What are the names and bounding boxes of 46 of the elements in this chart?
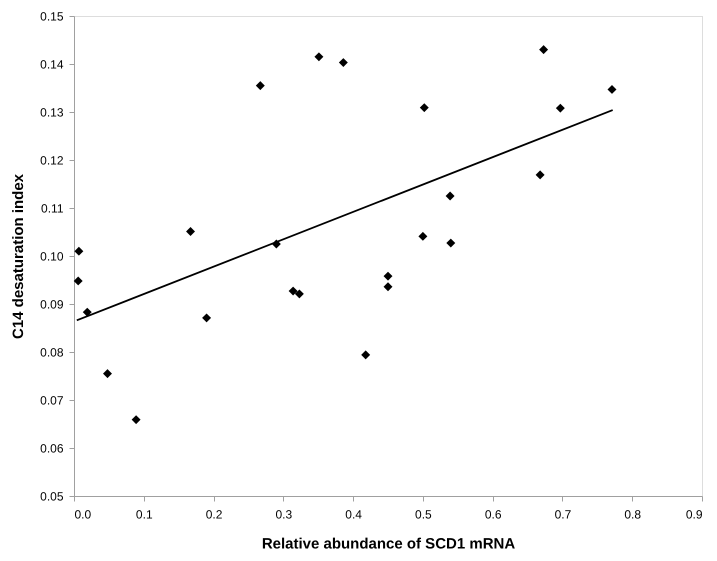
point <box>338 58 348 68</box>
x-tick-label: 0.9 <box>686 508 703 522</box>
x-tick-label: 0.2 <box>206 508 223 522</box>
point <box>539 45 548 54</box>
point <box>202 313 212 322</box>
y-tick-label: 0.10 <box>40 250 64 264</box>
point <box>74 246 84 256</box>
y-tick-label: 0.06 <box>40 442 64 456</box>
x-tick-label: 0.4 <box>345 508 362 522</box>
point <box>608 84 616 94</box>
point <box>446 192 455 200</box>
x-tick-label: 0.0 <box>74 508 92 522</box>
point <box>256 81 265 90</box>
point <box>418 232 428 241</box>
x-tick-label: 0.7 <box>554 508 572 522</box>
point <box>82 308 92 317</box>
y-tick-label: 0.14 <box>40 58 64 72</box>
point <box>536 170 545 180</box>
y-tick-label: 0.09 <box>40 298 64 312</box>
point <box>384 272 392 281</box>
point <box>361 350 370 360</box>
x-axis-title: Relative abundance of SCD1 mRNA <box>262 536 516 552</box>
point <box>186 227 195 236</box>
point <box>314 52 324 62</box>
x-tick-label: 0.6 <box>484 508 502 522</box>
point <box>288 286 298 296</box>
y-tick-label: 0.13 <box>40 106 64 120</box>
y-tick-label: 0.12 <box>40 154 64 168</box>
y-tick-label: 0.07 <box>40 394 64 408</box>
y-axis-title: C14 desaturation index <box>10 173 28 340</box>
point <box>556 104 565 113</box>
x-tick-label: 0.8 <box>624 508 642 522</box>
point <box>420 103 429 112</box>
y-tick-label: 0.11 <box>41 202 64 216</box>
point <box>74 276 83 286</box>
x-tick-label: 0.3 <box>275 508 292 522</box>
point <box>132 415 141 424</box>
y-tick-label: 0.08 <box>40 346 64 360</box>
point <box>384 282 392 292</box>
point <box>294 289 304 298</box>
x-tick-label: 0.5 <box>415 508 432 522</box>
y-tick-label: 0.05 <box>40 490 64 504</box>
point <box>446 238 456 248</box>
point <box>103 369 112 378</box>
y-tick-label: 0.15 <box>40 10 64 24</box>
x-tick-label: 0.1 <box>136 508 153 522</box>
